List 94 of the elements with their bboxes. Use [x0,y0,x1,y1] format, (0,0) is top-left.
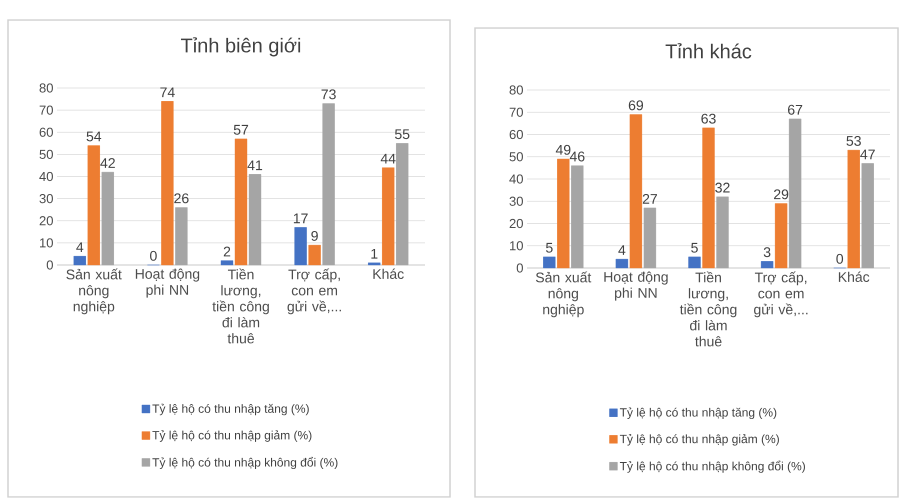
x-tick-label: Sản xuất nông nghiệp [536,272,592,318]
bar [88,145,100,266]
y-tick-label: 40 [39,172,53,182]
legend-label: Tỷ lệ hộ có thu nhập tăng (%) [620,408,776,420]
legend-label: Tỷ lệ hộ có thu nhập không đổi (%) [620,460,805,473]
bar [382,168,394,266]
y-tick-label: 50 [40,150,53,160]
data-label: 74 [160,88,175,98]
x-tick-label: Hoạt động phi NN [604,272,668,301]
x-tick-label: Sản xuất nông nghiệp [66,268,122,314]
data-label: 0 [150,251,157,261]
data-label: 26 [174,193,189,204]
x-tick-label: Khác [838,272,870,282]
data-label: 5 [691,243,698,253]
bar [543,256,556,268]
bar [630,114,642,268]
bar [760,261,774,268]
data-label: 42 [100,158,115,168]
legend-label: Tỷ lệ hộ có thu nhập không đổi (%) [152,456,338,470]
data-label: 27 [642,194,657,204]
bar [322,103,335,266]
data-label: 0 [836,254,844,264]
y-tick-label: 0 [516,264,523,273]
x-tick-label: Trợ cấp, con em gửi về,... [288,268,341,314]
data-label: 44 [380,154,396,164]
bar [862,163,874,268]
bar [74,256,86,266]
data-label: 57 [234,125,248,135]
data-label: 67 [788,104,802,115]
data-label: 55 [394,129,410,140]
y-tick-label: 30 [40,194,53,204]
bar [102,172,114,266]
data-label: 49 [556,144,570,155]
x-tick-label: Khác [373,268,404,280]
bar [396,143,408,266]
x-tick-label: Hoạt động phi NN [136,268,200,298]
bar [848,150,860,268]
bar [716,196,729,268]
data-label: 41 [248,160,262,170]
data-label: 32 [715,182,730,193]
bar [368,262,380,266]
bar [161,101,174,266]
bar [175,207,188,266]
bar [788,118,802,268]
y-tick-label: 10 [40,238,53,248]
data-label: 4 [76,242,84,252]
bar [220,260,234,266]
data-label: 5 [546,243,553,253]
x-tick-label: Tiền lương, tiền công đi làm thuê [212,268,269,344]
bar [571,166,584,268]
data-label: 54 [86,132,102,142]
data-label: 4 [618,245,626,256]
chart-title: Tỉnh khác [666,43,752,59]
y-tick-label: 70 [40,106,53,115]
data-label: 69 [628,100,644,110]
bar [616,259,628,268]
bar [308,245,321,266]
y-tick-label: 10 [510,241,523,250]
chart-title: Tỉnh biên giới [180,37,300,57]
bar [688,256,701,268]
y-tick-label: 20 [40,216,53,226]
data-label: 29 [774,189,788,200]
x-tick-label: Trợ cấp, con em gửi về,... [754,272,808,318]
data-label: 63 [701,114,716,124]
data-label: 1 [371,249,378,259]
data-label: 73 [322,89,336,100]
legend-label: Tỷ lệ hộ có thu nhập giảm (%) [152,430,312,442]
y-tick-label: 50 [510,152,523,162]
bar [702,128,715,268]
x-tick-label: Tiền lương, tiền công đi làm thuê [680,272,736,347]
data-label: 53 [846,136,861,146]
y-tick-label: 60 [510,130,523,140]
data-label: 47 [860,150,875,160]
bar [644,208,656,268]
data-label: 9 [311,231,318,242]
y-tick-label: 0 [46,260,53,270]
bar [557,158,570,268]
bar [234,138,248,266]
y-tick-label: 80 [510,86,523,95]
y-tick-label: 60 [40,128,53,137]
legend-label: Tỷ lệ hộ có thu nhập giảm (%) [620,434,779,446]
y-tick-label: 20 [510,219,523,228]
data-label: 46 [570,152,584,162]
data-label: 2 [224,246,230,256]
bar [248,174,262,266]
y-tick-label: 80 [40,84,53,93]
data-label: 3 [764,247,770,258]
y-tick-label: 70 [510,108,523,117]
y-tick-label: 30 [510,196,523,206]
data-label: 17 [294,214,308,224]
legend-label: Tỷ lệ hộ có thu nhập tăng (%) [152,404,309,416]
y-tick-label: 40 [509,174,523,184]
bar [294,227,307,266]
bar [774,203,788,268]
